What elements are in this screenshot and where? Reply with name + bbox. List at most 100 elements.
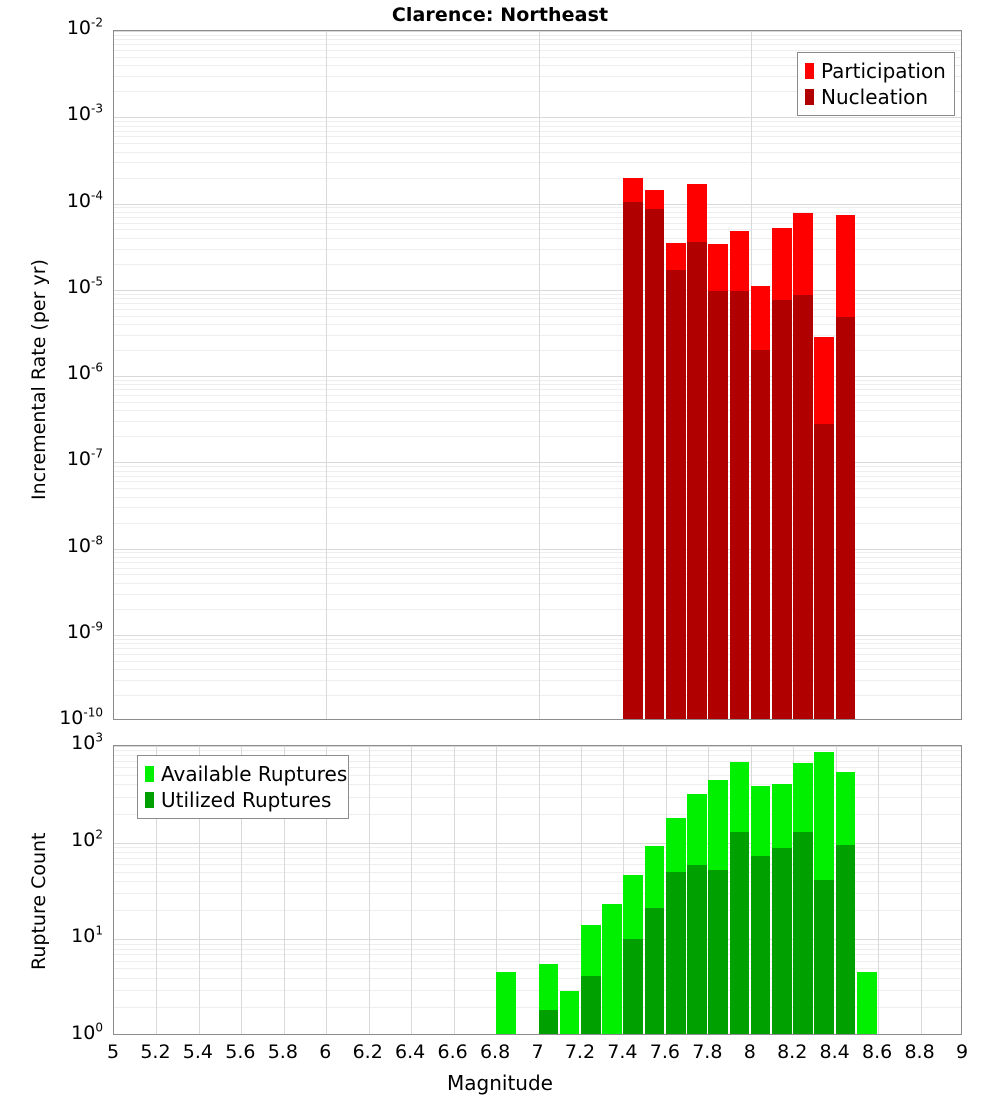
x-tick-label: 8.4 xyxy=(819,1041,850,1063)
gridline-minor xyxy=(114,481,961,482)
gridline-vertical xyxy=(623,746,624,1034)
gridline-minor xyxy=(114,223,961,224)
bar-utilized-ruptures xyxy=(729,831,750,1034)
gridline-minor xyxy=(114,384,961,385)
gridline-minor xyxy=(114,594,961,595)
gridline-minor xyxy=(114,669,961,670)
bar-participation xyxy=(623,177,644,719)
x-tick-label: 5.8 xyxy=(267,1041,298,1063)
gridline-minor xyxy=(114,207,961,208)
gridline-minor xyxy=(114,121,961,122)
gridline-minor xyxy=(114,881,961,882)
bar-available-ruptures xyxy=(750,785,771,1034)
legend-item: Available Ruptures xyxy=(145,761,347,787)
gridline-minor xyxy=(114,229,961,230)
bar-nucleation xyxy=(644,209,665,719)
bar-available-ruptures xyxy=(644,846,665,1034)
gridline-minor xyxy=(114,557,961,558)
bar-utilized-ruptures xyxy=(580,975,601,1034)
gridline-minor xyxy=(114,316,961,317)
gridline-minor xyxy=(114,858,961,859)
bar-participation xyxy=(750,286,771,719)
bar-available-ruptures xyxy=(856,971,877,1034)
x-tick-label: 7.8 xyxy=(692,1041,723,1063)
bar-utilized-ruptures xyxy=(623,939,644,1034)
y-tick-label: 10-8 xyxy=(66,533,103,557)
y-tick-label: 100 xyxy=(71,1020,103,1044)
y-tick-label: 103 xyxy=(71,730,103,754)
x-tick-label: 6.8 xyxy=(479,1041,511,1063)
gridline-minor xyxy=(114,436,961,437)
bar-participation xyxy=(814,337,835,719)
gridline-minor xyxy=(114,497,961,498)
gridline-minor xyxy=(114,131,961,132)
bar-nucleation xyxy=(665,269,686,719)
gridline-vertical xyxy=(793,746,794,1034)
bar-available-ruptures xyxy=(771,784,792,1034)
gridline-vertical xyxy=(369,746,370,1034)
gridline xyxy=(114,204,961,205)
bar-participation xyxy=(665,242,686,719)
y-tick-label: 10-4 xyxy=(66,188,103,212)
gridline-minor xyxy=(114,568,961,569)
gridline-minor xyxy=(114,35,961,36)
bar-utilized-ruptures xyxy=(687,864,707,1034)
gridline-minor xyxy=(114,961,961,962)
gridline-vertical xyxy=(454,746,455,1034)
gridline-minor xyxy=(114,847,961,848)
y-tick-label: 101 xyxy=(71,924,103,948)
gridline-minor xyxy=(114,552,961,553)
bar-participation xyxy=(793,212,813,719)
x-tick-label: 8.8 xyxy=(904,1041,935,1063)
bottom-panel-y-axis-title: Rupture Count xyxy=(28,832,50,971)
y-tick-label: 10-6 xyxy=(66,360,103,384)
gridline-minor xyxy=(114,893,961,894)
gridline-minor xyxy=(114,864,961,865)
gridline xyxy=(114,31,961,32)
gridline-minor xyxy=(114,583,961,584)
y-tick-label: 10-7 xyxy=(66,446,103,471)
gridline-minor xyxy=(114,264,961,265)
y-tick-label: 10-2 xyxy=(66,15,103,39)
gridline-vertical xyxy=(496,746,497,1034)
bar-nucleation xyxy=(687,241,707,719)
x-tick-label: 8.2 xyxy=(777,1041,808,1063)
bar-nucleation xyxy=(814,423,835,719)
gridline-minor xyxy=(114,643,961,644)
bottom-panel-legend: Available Ruptures Utilized Ruptures xyxy=(137,755,349,819)
bar-nucleation xyxy=(750,350,771,719)
bar-available-ruptures xyxy=(559,991,580,1034)
gridline-minor xyxy=(114,44,961,45)
legend-swatch-icon xyxy=(145,792,154,808)
gridline-minor xyxy=(114,421,961,422)
y-tick-label: 10-3 xyxy=(66,101,103,126)
y-tick-label: 10-9 xyxy=(66,619,103,643)
gridline-minor xyxy=(114,410,961,411)
bar-participation xyxy=(771,227,792,719)
gridline-minor xyxy=(114,476,961,477)
top-panel-gridlines xyxy=(114,31,961,719)
x-tick-label: 6.2 xyxy=(352,1041,383,1063)
gridline-minor xyxy=(114,350,961,351)
bar-utilized-ruptures xyxy=(644,908,665,1034)
gridline-minor xyxy=(114,661,961,662)
bar-nucleation xyxy=(623,201,644,719)
gridline-minor xyxy=(114,978,961,979)
gridline xyxy=(114,635,961,636)
legend-item: Participation xyxy=(805,58,946,84)
gridline-minor xyxy=(114,990,961,991)
y-tick-label: 102 xyxy=(71,827,103,851)
top-panel-plot-area xyxy=(113,30,962,720)
gridline-vertical xyxy=(539,31,540,719)
bar-participation xyxy=(708,243,729,719)
gridline-minor xyxy=(114,872,961,873)
x-tick-label: 5 xyxy=(106,1041,120,1063)
gridline-minor xyxy=(114,294,961,295)
x-tick-label: 8 xyxy=(743,1041,756,1063)
bar-available-ruptures xyxy=(708,780,729,1034)
gridline-minor xyxy=(114,944,961,945)
x-tick-label: 7.4 xyxy=(607,1041,638,1063)
gridline-minor xyxy=(114,639,961,640)
gridline-minor xyxy=(114,910,961,911)
